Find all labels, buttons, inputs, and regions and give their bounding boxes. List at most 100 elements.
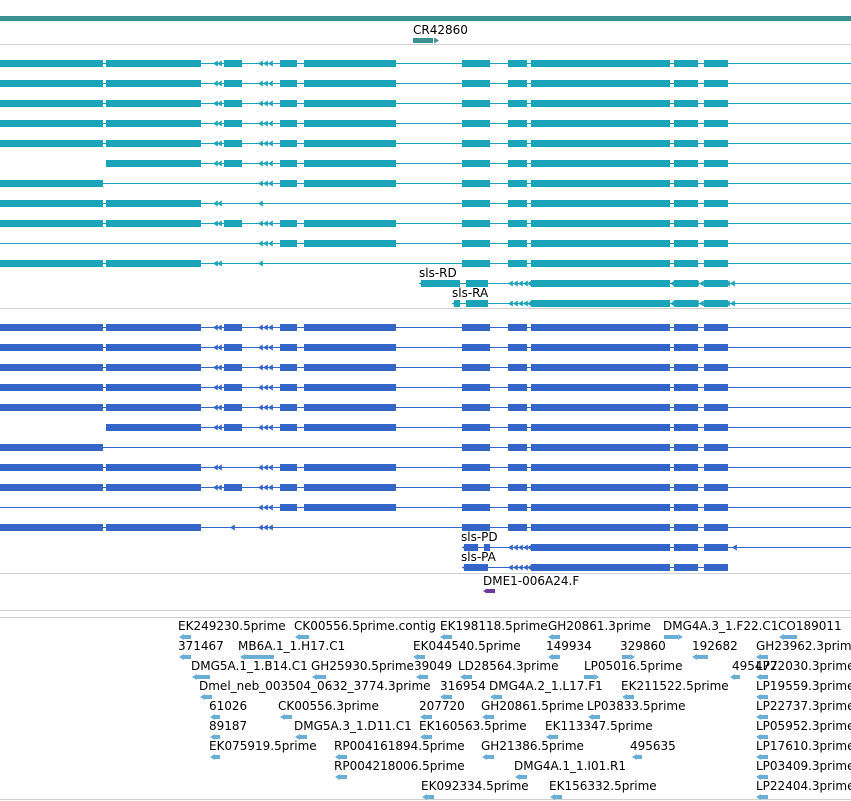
exon-arrow — [258, 464, 263, 471]
exon-block — [106, 464, 201, 471]
exon-block — [280, 464, 297, 471]
exon-block — [674, 524, 698, 531]
strand-arrow — [508, 300, 513, 307]
est-label: EK249230.5prime — [178, 619, 286, 633]
exon-arrow — [419, 280, 424, 287]
exon-block — [462, 140, 490, 147]
exon-block — [462, 220, 490, 227]
est-feature — [552, 655, 560, 659]
exon-arrow — [258, 484, 263, 491]
exon-block — [704, 524, 728, 531]
est-feature — [554, 795, 562, 799]
est-arrow — [550, 794, 555, 800]
exon-block — [531, 524, 670, 531]
est-feature — [760, 695, 768, 699]
exon-block — [531, 404, 670, 411]
exon-arrow — [263, 80, 268, 87]
est-feature — [444, 695, 452, 699]
exon-block — [462, 364, 490, 371]
exon-arrow — [263, 484, 268, 491]
exon-arrow — [263, 324, 268, 331]
exon-block — [704, 424, 728, 431]
exon-block — [280, 180, 297, 187]
exon-block — [280, 120, 297, 127]
est-arrow — [730, 674, 735, 680]
exon-arrow — [263, 504, 268, 511]
exon-block — [508, 404, 527, 411]
strand-arrow — [230, 524, 235, 531]
exon-block — [462, 180, 490, 187]
est-feature — [284, 715, 292, 719]
exon-arrow — [213, 424, 218, 431]
exon-block — [0, 140, 103, 147]
est-feature — [299, 735, 307, 739]
exon-block — [674, 324, 698, 331]
exon-arrow — [263, 404, 268, 411]
exon-block — [304, 220, 396, 227]
strand-arrow — [523, 280, 528, 287]
exon-block — [421, 280, 460, 287]
est-arrow — [548, 654, 553, 660]
est-feature — [420, 675, 428, 679]
est-arrow — [482, 714, 487, 720]
exon-arrow — [263, 60, 268, 67]
exon-block — [462, 160, 490, 167]
est-arrow — [440, 694, 445, 700]
exon-block — [224, 140, 242, 147]
exon-block — [674, 80, 698, 87]
exon-block — [508, 160, 527, 167]
exon-block — [508, 180, 527, 187]
est-arrow — [692, 654, 697, 660]
exon-block — [508, 260, 527, 267]
exon-block — [224, 220, 242, 227]
exon-block — [280, 60, 297, 67]
ncrna-feature — [413, 38, 433, 43]
est-arrow — [756, 714, 761, 720]
exon-arrow — [268, 324, 273, 331]
exon-arrow — [263, 220, 268, 227]
est-feature — [760, 755, 768, 759]
exon-block — [508, 240, 527, 247]
exon-block — [280, 484, 297, 491]
exon-arrow — [213, 160, 218, 167]
exon-arrow — [217, 344, 222, 351]
exon-block — [531, 424, 670, 431]
est-arrow — [756, 694, 761, 700]
exon-block — [674, 240, 698, 247]
exon-block — [462, 60, 490, 67]
exon-block — [508, 140, 527, 147]
exon-block — [0, 220, 103, 227]
exon-block — [674, 484, 698, 491]
exon-arrow — [217, 404, 222, 411]
exon-block — [224, 324, 242, 331]
exon-arrow — [268, 120, 273, 127]
exon-block — [508, 424, 527, 431]
exon-arrow — [263, 364, 268, 371]
exon-block — [531, 140, 670, 147]
exon-block — [304, 120, 396, 127]
est-arrow — [460, 674, 465, 680]
est-feature — [339, 755, 347, 759]
exon-block — [531, 464, 670, 471]
est-feature — [664, 635, 678, 639]
est-feature — [760, 655, 768, 659]
est-label: LP22737.3prime — [756, 699, 851, 713]
exon-block — [462, 424, 490, 431]
exon-block — [462, 260, 490, 267]
exon-block — [704, 300, 728, 307]
exon-block — [280, 384, 297, 391]
est-feature — [734, 675, 740, 679]
exon-block — [674, 160, 698, 167]
est-arrow — [335, 754, 340, 760]
strand-arrow — [513, 544, 518, 551]
exon-block — [704, 200, 728, 207]
exon-block — [531, 564, 670, 571]
est-arrow — [515, 774, 520, 780]
exon-arrow — [217, 80, 222, 87]
est-feature — [464, 675, 472, 679]
est-arrow — [210, 754, 215, 760]
exon-arrow — [213, 364, 218, 371]
exon-block — [462, 240, 490, 247]
est-arrow — [756, 674, 761, 680]
exon-block — [280, 504, 297, 511]
